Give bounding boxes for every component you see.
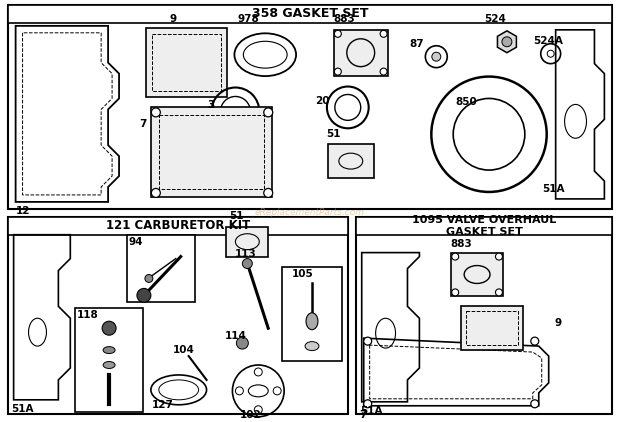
- Ellipse shape: [103, 346, 115, 354]
- Bar: [282, 267, 342, 361]
- Text: 94: 94: [129, 237, 143, 247]
- Bar: [226, 227, 268, 257]
- Text: 51: 51: [229, 211, 244, 221]
- Circle shape: [334, 68, 342, 75]
- Circle shape: [452, 253, 459, 260]
- Bar: [127, 235, 195, 302]
- Bar: [146, 28, 228, 97]
- Circle shape: [495, 289, 502, 296]
- Bar: [7, 217, 348, 235]
- Text: 978: 978: [237, 14, 259, 24]
- Text: 9: 9: [169, 14, 176, 24]
- Text: 51: 51: [326, 129, 340, 139]
- Circle shape: [151, 189, 161, 197]
- Text: 127: 127: [152, 400, 174, 410]
- Text: 51A: 51A: [360, 406, 382, 416]
- Text: 102: 102: [239, 410, 261, 420]
- Text: 1095 VALVE OVERHAUL
GASKET SET: 1095 VALVE OVERHAUL GASKET SET: [412, 215, 556, 237]
- Bar: [7, 5, 613, 23]
- Bar: [152, 34, 221, 92]
- Polygon shape: [497, 31, 516, 53]
- Circle shape: [236, 337, 249, 349]
- Text: 358 GASKET SET: 358 GASKET SET: [252, 8, 368, 20]
- Bar: [151, 108, 272, 197]
- Circle shape: [502, 37, 512, 47]
- Text: 51A: 51A: [12, 404, 34, 414]
- Text: 883: 883: [450, 238, 472, 249]
- Circle shape: [495, 253, 502, 260]
- Circle shape: [145, 274, 153, 282]
- Text: 105: 105: [292, 268, 314, 279]
- Text: 118: 118: [78, 310, 99, 320]
- Text: 20: 20: [316, 97, 330, 106]
- Circle shape: [380, 68, 387, 75]
- Text: 87: 87: [410, 39, 424, 49]
- Circle shape: [137, 288, 151, 302]
- Bar: [356, 217, 613, 414]
- Bar: [7, 217, 348, 414]
- Circle shape: [242, 259, 252, 268]
- Circle shape: [452, 289, 459, 296]
- Ellipse shape: [305, 342, 319, 351]
- Bar: [159, 115, 264, 189]
- Circle shape: [380, 30, 387, 37]
- Text: 883: 883: [333, 14, 355, 24]
- Text: 51A: 51A: [542, 184, 564, 194]
- Text: 12: 12: [16, 206, 30, 216]
- Circle shape: [364, 400, 371, 408]
- Bar: [466, 311, 518, 345]
- Bar: [328, 144, 374, 178]
- Circle shape: [531, 337, 539, 345]
- Text: 3: 3: [207, 100, 215, 111]
- Text: 9: 9: [555, 318, 562, 328]
- Text: 7: 7: [140, 119, 147, 130]
- Circle shape: [334, 30, 342, 37]
- Circle shape: [364, 337, 371, 345]
- Text: 524: 524: [484, 14, 506, 24]
- Text: 524A: 524A: [533, 36, 563, 46]
- Bar: [451, 253, 503, 296]
- Ellipse shape: [306, 313, 318, 330]
- Bar: [356, 217, 613, 235]
- Text: 850: 850: [455, 97, 477, 108]
- Bar: [461, 306, 523, 350]
- Circle shape: [102, 321, 116, 335]
- Circle shape: [151, 108, 161, 117]
- Text: 7: 7: [360, 410, 367, 420]
- Text: 114: 114: [224, 331, 246, 341]
- Ellipse shape: [103, 362, 115, 368]
- Bar: [75, 308, 143, 412]
- Text: 104: 104: [173, 345, 195, 355]
- Bar: [7, 5, 613, 209]
- Text: 121 CARBURETOR KIT: 121 CARBURETOR KIT: [105, 219, 250, 232]
- Circle shape: [264, 189, 273, 197]
- Circle shape: [264, 108, 273, 117]
- Bar: [334, 30, 388, 76]
- Circle shape: [531, 400, 539, 408]
- Circle shape: [432, 52, 441, 61]
- Text: eReplacementParts.com: eReplacementParts.com: [255, 208, 365, 217]
- Text: 113: 113: [234, 249, 256, 259]
